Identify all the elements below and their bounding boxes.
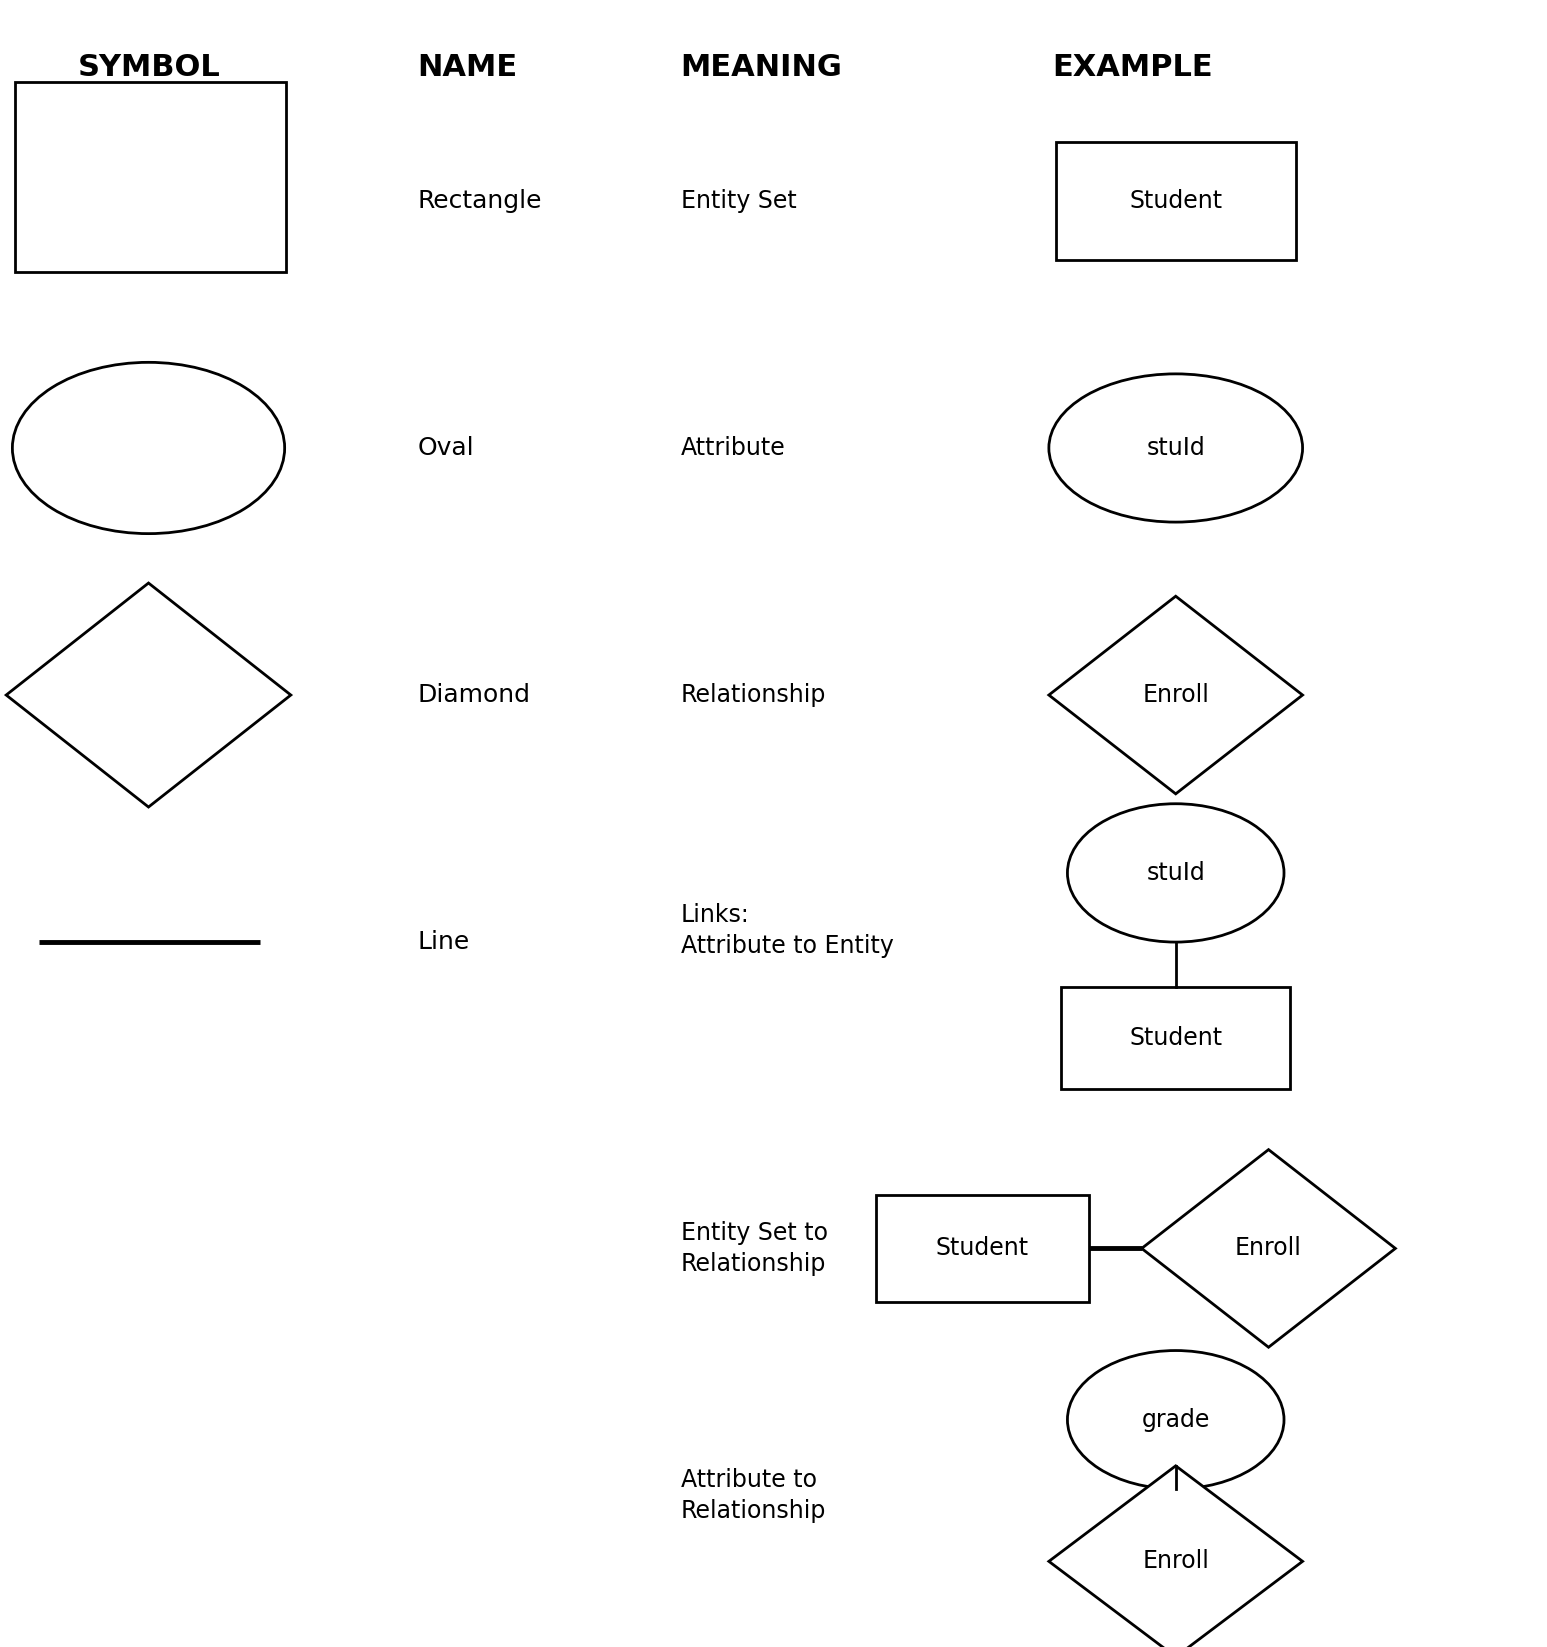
Text: stuId: stuId (1146, 436, 1205, 460)
Text: MEANING: MEANING (681, 53, 843, 82)
Text: Rectangle: Rectangle (418, 189, 541, 212)
Bar (15, 82, 286, 272)
Text: Enroll: Enroll (1235, 1237, 1303, 1260)
Text: Diamond: Diamond (418, 684, 531, 707)
Polygon shape (1142, 1150, 1395, 1347)
Ellipse shape (1067, 804, 1284, 942)
Ellipse shape (1049, 374, 1303, 522)
Bar (1055, 142, 1296, 260)
Polygon shape (1049, 596, 1303, 794)
Bar (1061, 987, 1290, 1089)
Text: Entity Set: Entity Set (681, 189, 797, 212)
Text: Student: Student (1129, 1026, 1222, 1049)
Text: Attribute: Attribute (681, 436, 786, 460)
Text: grade: grade (1142, 1408, 1210, 1431)
Text: Relationship: Relationship (681, 684, 826, 707)
Bar (876, 1196, 1089, 1301)
Text: Attribute to
Relationship: Attribute to Relationship (681, 1467, 826, 1523)
Ellipse shape (1067, 1351, 1284, 1489)
Text: Enroll: Enroll (1142, 1550, 1210, 1573)
Text: Links:
Attribute to Entity: Links: Attribute to Entity (681, 903, 894, 959)
Polygon shape (6, 583, 291, 807)
Text: Student: Student (1129, 189, 1222, 212)
Text: Line: Line (418, 931, 470, 954)
Text: stuId: stuId (1146, 861, 1205, 884)
Text: Student: Student (936, 1237, 1029, 1260)
Text: SYMBOL: SYMBOL (77, 53, 220, 82)
Polygon shape (1049, 1466, 1303, 1647)
Text: Oval: Oval (418, 436, 475, 460)
Ellipse shape (12, 362, 285, 534)
Text: NAME: NAME (418, 53, 518, 82)
Text: EXAMPLE: EXAMPLE (1052, 53, 1213, 82)
Text: Enroll: Enroll (1142, 684, 1210, 707)
Text: Entity Set to
Relationship: Entity Set to Relationship (681, 1220, 828, 1276)
